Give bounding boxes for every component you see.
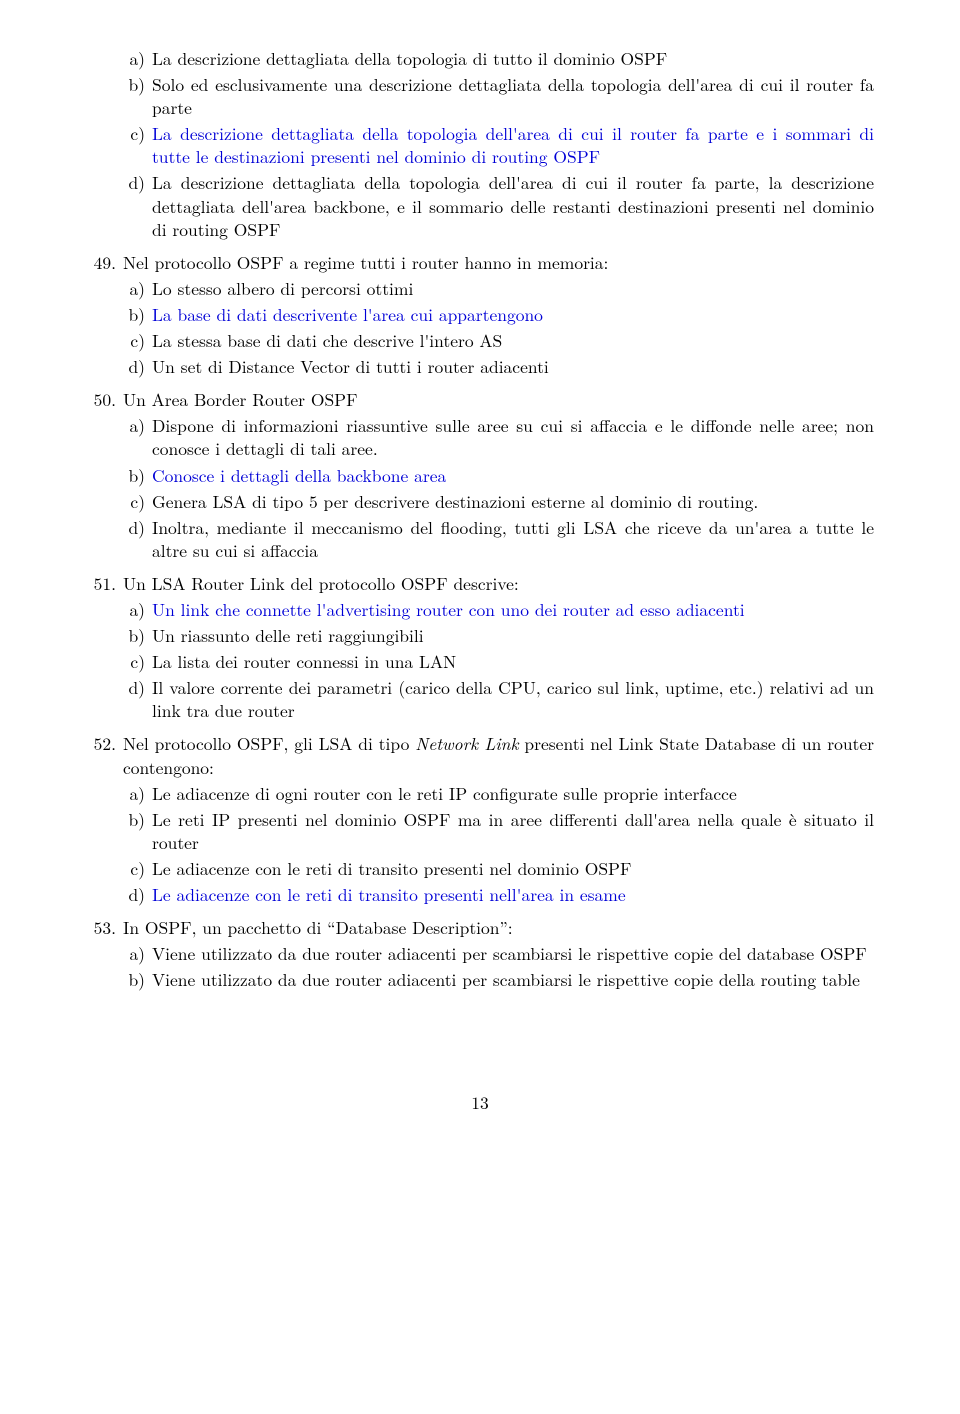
option-text: La descrizione dettagliata della topolog…	[152, 47, 874, 70]
question-text: Un LSA Router Link del protocollo OSPF d…	[123, 572, 874, 595]
option-label: b)	[123, 968, 145, 991]
question-number: 49.	[86, 251, 116, 274]
question-item: 51. Un LSA Router Link del protocollo OSP…	[86, 572, 874, 723]
option-label: a)	[123, 598, 145, 621]
option-text: Conosce i dettagli della backbone area	[152, 464, 874, 487]
option-label: c)	[123, 857, 145, 880]
option-item: b) La base di dati descrivente l'area cui…	[123, 303, 874, 326]
option-label: b)	[123, 464, 145, 487]
option-text: Dispone di informazioni riassuntive sull…	[152, 414, 874, 460]
options-list: a) Dispone di informazioni riassuntive su…	[123, 414, 874, 562]
options-list: a) Lo stesso albero di percorsi ottimi b) L…	[123, 277, 874, 378]
question-number: 53.	[86, 916, 116, 939]
option-label: c)	[123, 122, 145, 145]
option-label: c)	[123, 490, 145, 513]
option-label: b)	[123, 303, 145, 326]
options-list: a) Un link che connette l'advertising rou…	[123, 598, 874, 722]
option-text: Un riassunto delle reti raggiungibili	[152, 624, 874, 647]
question-number: 52.	[86, 732, 116, 755]
options-list: a) Le adiacenze di ogni router con le ret…	[123, 782, 874, 906]
option-item: a) La descrizione dettagliata della topol…	[123, 47, 874, 70]
option-label: b)	[123, 73, 145, 96]
option-item: a) Viene utilizzato da due router adiacen…	[123, 942, 874, 965]
option-item: c) Genera LSA di tipo 5 per descrivere de…	[123, 490, 874, 513]
option-item: a) Lo stesso albero di percorsi ottimi	[123, 277, 874, 300]
option-item: d) Le adiacenze con le reti di transito p…	[123, 883, 874, 906]
option-item: b) Conosce i dettagli della backbone area	[123, 464, 874, 487]
option-text: La base di dati descrivente l'area cui a…	[152, 303, 874, 326]
option-item: a) Dispone di informazioni riassuntive su…	[123, 414, 874, 460]
question-text: In OSPF, un pacchetto di “Database Descr…	[123, 916, 874, 939]
option-label: d)	[123, 676, 145, 699]
option-label: d)	[123, 355, 145, 378]
option-text: Inoltra, mediante il meccanismo del floo…	[152, 516, 874, 562]
option-item: b) Solo ed esclusivamente una descrizione…	[123, 73, 874, 119]
option-item: b) Le reti IP presenti nel dominio OSPF m…	[123, 808, 874, 854]
option-label: d)	[123, 171, 145, 194]
option-label: a)	[123, 277, 145, 300]
question-48-continued: a) La descrizione dettagliata della topol…	[86, 47, 874, 241]
option-label: a)	[123, 414, 145, 437]
option-text: La lista dei router connessi in una LAN	[152, 650, 874, 673]
option-label: c)	[123, 650, 145, 673]
question-item: 49. Nel protocollo OSPF a regime tutti i …	[86, 251, 874, 378]
option-text: La stessa base di dati che descrive l'in…	[152, 329, 874, 352]
option-item: b) Un riassunto delle reti raggiungibili	[123, 624, 874, 647]
question-text: Un Area Border Router OSPF	[123, 388, 874, 411]
option-text: La descrizione dettagliata della topolog…	[152, 171, 874, 240]
page-number: 13	[86, 1091, 874, 1114]
option-text: Un link che connette l'advertising route…	[152, 598, 874, 621]
option-item: d) Il valore corrente dei parametri (cari…	[123, 676, 874, 722]
option-label: d)	[123, 883, 145, 906]
option-text: Le adiacenze con le reti di transito pre…	[152, 857, 874, 880]
option-label: a)	[123, 47, 145, 70]
option-item: c) La stessa base di dati che descrive l'…	[123, 329, 874, 352]
option-item: d) Un set di Distance Vector di tutti i r…	[123, 355, 874, 378]
option-item: c) La descrizione dettagliata della topol…	[123, 122, 874, 168]
option-label: b)	[123, 624, 145, 647]
option-text: Lo stesso albero di percorsi ottimi	[152, 277, 874, 300]
question-item: 53. In OSPF, un pacchetto di “Database De…	[86, 916, 874, 991]
option-text: Viene utilizzato da due router adiacenti…	[152, 942, 874, 965]
option-item: b) Viene utilizzato da due router adiacen…	[123, 968, 874, 991]
option-text: La descrizione dettagliata della topolog…	[152, 122, 874, 168]
option-text: Il valore corrente dei parametri (carico…	[152, 676, 874, 722]
option-item: a) Le adiacenze di ogni router con le ret…	[123, 782, 874, 805]
option-label: b)	[123, 808, 145, 831]
question-item: 50. Un Area Border Router OSPF a) Dispone d…	[86, 388, 874, 562]
option-text: Le adiacenze con le reti di transito pre…	[152, 883, 874, 906]
question-number: 50.	[86, 388, 116, 411]
option-text: Solo ed esclusivamente una descrizione d…	[152, 73, 874, 119]
option-label: c)	[123, 329, 145, 352]
question-item: 52. Nel protocollo OSPF, gli LSA di tipo …	[86, 732, 874, 906]
option-item: d) La descrizione dettagliata della topol…	[123, 171, 874, 240]
option-item: a) Un link che connette l'advertising rou…	[123, 598, 874, 621]
option-text: Le adiacenze di ogni router con le reti …	[152, 782, 874, 805]
option-label: d)	[123, 516, 145, 539]
option-label: a)	[123, 942, 145, 965]
option-text: Un set di Distance Vector di tutti i rou…	[152, 355, 874, 378]
option-item: d) Inoltra, mediante il meccanismo del fl…	[123, 516, 874, 562]
option-text: Le reti IP presenti nel dominio OSPF ma …	[152, 808, 874, 854]
options-list: a) Viene utilizzato da due router adiacen…	[123, 942, 874, 991]
option-item: c) La lista dei router connessi in una LA…	[123, 650, 874, 673]
option-text: Viene utilizzato da due router adiacenti…	[152, 968, 874, 991]
question-text: Nel protocollo OSPF, gli LSA di tipo Net…	[123, 732, 874, 778]
option-text: Genera LSA di tipo 5 per descrivere dest…	[152, 490, 874, 513]
option-label: a)	[123, 782, 145, 805]
question-number: 51.	[86, 572, 116, 595]
options-list: a) La descrizione dettagliata della topol…	[123, 47, 874, 241]
question-text: Nel protocollo OSPF a regime tutti i rou…	[123, 251, 874, 274]
option-item: c) Le adiacenze con le reti di transito p…	[123, 857, 874, 880]
